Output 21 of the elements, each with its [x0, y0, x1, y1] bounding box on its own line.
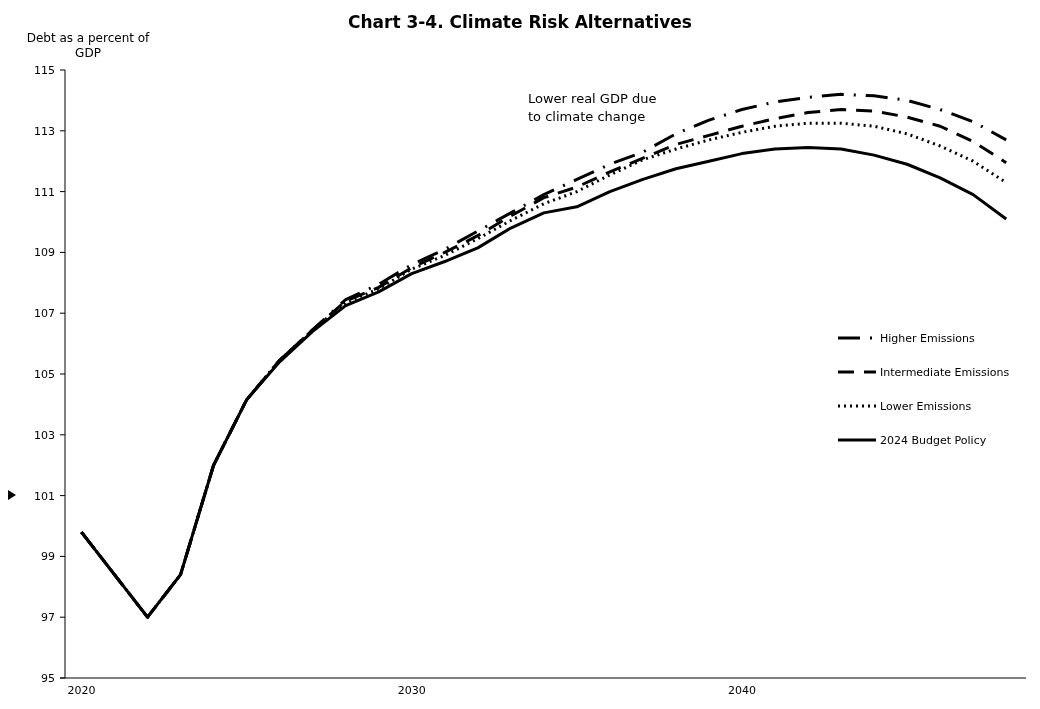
chart-title: Chart 3-4. Climate Risk Alternatives [347, 12, 693, 32]
y-tick-label: 111 [34, 185, 55, 199]
legend-label: 2024 Budget Policy [880, 434, 987, 447]
annotation: Lower real GDP due to climate change [528, 91, 657, 124]
y-tick-label: 113 [34, 124, 55, 138]
y-tick-label: 95 [41, 672, 55, 685]
x-tick-label: 2030 [397, 684, 426, 697]
legend-label: Higher Emissions [880, 332, 976, 345]
y-tick-label: 107 [34, 307, 55, 321]
x-tick-label: 2020 [67, 684, 96, 697]
legend-label: Intermediate Emissions [880, 366, 1010, 379]
legend-label: Lower Emissions [880, 400, 972, 413]
y-tick-label: 101 [34, 489, 55, 503]
y-tick-label: 103 [34, 428, 55, 442]
y-tick-label: 105 [34, 368, 55, 381]
y-axis-title: Debt as a percent of GDP [26, 31, 151, 60]
y-tick-label: 97 [41, 611, 55, 625]
x-tick-label: 2040 [727, 684, 756, 697]
y-tick-label: 99 [41, 550, 55, 564]
y-tick-label: 109 [34, 246, 55, 260]
y-tick-label: 115 [34, 64, 55, 77]
